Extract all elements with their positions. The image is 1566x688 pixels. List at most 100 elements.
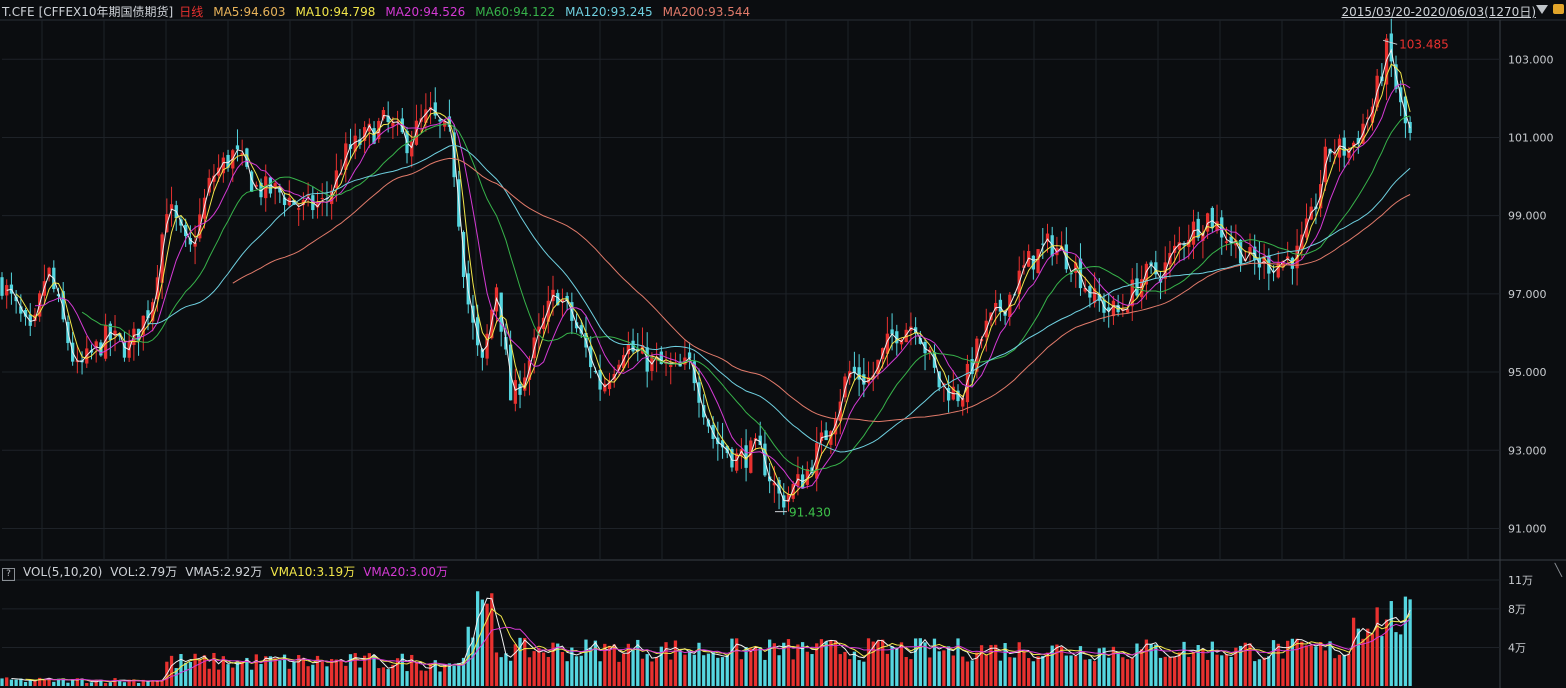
candle-body — [1182, 243, 1186, 246]
collapse-icon[interactable]: ╲ — [1554, 563, 1562, 577]
ma20-line — [34, 83, 1411, 489]
volume-bar — [113, 678, 117, 686]
symbol-code[interactable]: T.CFE — [2, 5, 35, 19]
volume-bar — [5, 677, 9, 686]
volume-bar — [38, 677, 42, 686]
candlesticks — [0, 18, 1412, 515]
candle-body — [1022, 265, 1026, 268]
candle-body — [833, 418, 838, 435]
volume-bar — [810, 654, 814, 686]
candle-body — [523, 377, 527, 391]
volume-bar — [1318, 642, 1323, 686]
volume-bar — [75, 678, 79, 686]
volume-bar — [1074, 655, 1078, 686]
candle-body — [344, 143, 348, 170]
volume-bar — [1220, 655, 1224, 686]
volume-bar — [1290, 638, 1295, 686]
volume-bar — [1267, 656, 1271, 686]
candle-body — [315, 203, 320, 208]
candle-body — [113, 330, 117, 336]
date-range[interactable]: 2015/03/20-2020/06/03(1270日) — [1341, 5, 1536, 19]
volume-bar — [885, 653, 890, 686]
volume-bar — [1173, 656, 1177, 686]
volume-bar — [735, 638, 739, 686]
volume-bar — [188, 661, 193, 686]
candle-body — [961, 398, 965, 407]
period-label[interactable]: 日线 — [179, 5, 204, 19]
volume-bar — [1361, 638, 1365, 686]
volume-bar — [315, 655, 320, 686]
volume-bar — [782, 642, 786, 686]
volume-indicator-name[interactable]: VOL(5,10,20) — [23, 565, 103, 579]
candle-body — [720, 440, 725, 448]
volume-bar — [264, 656, 268, 686]
volume-bar — [231, 667, 235, 686]
ma200-value: MA200:93.544 — [662, 5, 751, 19]
volume-bar — [245, 657, 249, 686]
volume-bar — [207, 668, 211, 686]
moving-average-lines — [6, 48, 1411, 502]
candle-body — [141, 315, 145, 335]
ma120-line — [147, 144, 1411, 453]
price-tick-label: 101.000 — [1508, 131, 1554, 144]
volume-bar — [965, 661, 970, 686]
volume-bar — [1394, 632, 1398, 686]
volume-bar — [414, 661, 419, 686]
candle-body — [292, 199, 296, 205]
candle-body — [1220, 217, 1224, 238]
help-icon[interactable]: ? — [2, 568, 15, 581]
range-dropdown-icon[interactable] — [1536, 5, 1548, 14]
volume-bar — [1342, 654, 1346, 686]
volume-bar — [301, 657, 306, 686]
candle-body — [122, 342, 127, 358]
volume-bar — [1375, 607, 1379, 686]
volume-bar — [692, 654, 696, 686]
candle-body — [103, 324, 108, 359]
volume-bar — [796, 644, 800, 686]
volume-bar — [377, 668, 381, 686]
volume-bar — [970, 660, 974, 686]
volume-bar — [650, 661, 654, 686]
volume-bar — [1003, 643, 1007, 686]
price-tick-label: 97.000 — [1508, 288, 1547, 301]
candle-body — [249, 171, 254, 192]
candle-body — [1356, 137, 1360, 144]
volume-bar — [626, 643, 630, 686]
volume-bar — [61, 678, 65, 686]
lock-icon[interactable] — [1553, 4, 1564, 14]
candle-body — [339, 173, 343, 175]
candle-body — [245, 148, 249, 167]
candle-body — [56, 294, 61, 297]
volume-bar — [1055, 644, 1059, 686]
symbol-name[interactable]: [CFFEX10年期国债期货] — [38, 5, 174, 19]
volume-bar — [221, 656, 225, 686]
volume-bars — [0, 591, 1412, 686]
volume-bar — [1187, 656, 1191, 686]
volume-bar — [287, 668, 291, 686]
candle-body — [636, 348, 640, 352]
candle-body — [607, 381, 612, 390]
candle-body — [541, 317, 546, 330]
ma10-value: MA10:94.798 — [295, 5, 376, 19]
candle-body — [1271, 270, 1276, 272]
candle-body — [28, 314, 32, 326]
volume-bar — [381, 667, 386, 686]
candle-body — [824, 430, 828, 441]
volume-bar — [367, 653, 371, 686]
volume-bar — [1257, 659, 1262, 686]
candle-body — [476, 317, 480, 346]
volume-bar — [805, 651, 809, 686]
volume-bar — [697, 642, 701, 686]
volume-bar — [1238, 645, 1243, 686]
volume-bar — [1107, 657, 1111, 686]
candle-body — [725, 445, 729, 454]
volume-bar — [1111, 646, 1116, 686]
candle-body — [226, 154, 230, 168]
volume-bar — [603, 643, 607, 686]
candle-body — [735, 453, 739, 471]
candle-body — [749, 440, 753, 473]
candle-body — [94, 341, 98, 349]
ma60-value: MA60:94.122 — [475, 5, 556, 19]
volume-bar — [838, 654, 842, 686]
